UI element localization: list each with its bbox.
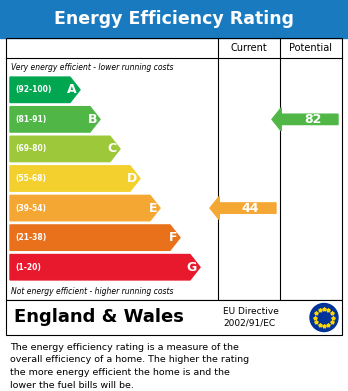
Text: G: G <box>187 261 197 274</box>
Polygon shape <box>10 255 200 280</box>
Text: (1-20): (1-20) <box>15 263 41 272</box>
Text: A: A <box>68 83 77 96</box>
Polygon shape <box>10 225 180 250</box>
Bar <box>6 38 342 300</box>
Text: (55-68): (55-68) <box>15 174 46 183</box>
Text: The energy efficiency rating is a measure of the
overall efficiency of a home. T: The energy efficiency rating is a measur… <box>10 343 249 389</box>
Text: Potential: Potential <box>290 43 332 53</box>
Text: C: C <box>108 142 117 156</box>
Text: Energy Efficiency Rating: Energy Efficiency Rating <box>54 10 294 28</box>
Text: D: D <box>127 172 137 185</box>
Bar <box>6 300 342 335</box>
Text: Very energy efficient - lower running costs: Very energy efficient - lower running co… <box>11 63 174 72</box>
Polygon shape <box>272 108 338 131</box>
Text: E: E <box>149 202 157 215</box>
Text: (69-80): (69-80) <box>15 144 46 153</box>
Bar <box>0 0 348 38</box>
Text: F: F <box>168 231 177 244</box>
Text: EU Directive
2002/91/EC: EU Directive 2002/91/EC <box>223 307 279 328</box>
Polygon shape <box>210 197 276 220</box>
Circle shape <box>310 303 338 332</box>
Polygon shape <box>10 107 100 132</box>
Text: (21-38): (21-38) <box>15 233 46 242</box>
Text: 82: 82 <box>304 113 321 126</box>
Text: (81-91): (81-91) <box>15 115 46 124</box>
Text: Current: Current <box>231 43 267 53</box>
Polygon shape <box>10 166 140 191</box>
Polygon shape <box>10 77 80 102</box>
Polygon shape <box>10 136 120 161</box>
Polygon shape <box>10 196 160 221</box>
Text: (92-100): (92-100) <box>15 85 52 94</box>
Text: B: B <box>87 113 97 126</box>
Text: England & Wales: England & Wales <box>14 308 184 326</box>
Text: Not energy efficient - higher running costs: Not energy efficient - higher running co… <box>11 287 174 296</box>
Text: (39-54): (39-54) <box>15 204 46 213</box>
Text: 44: 44 <box>242 202 259 215</box>
